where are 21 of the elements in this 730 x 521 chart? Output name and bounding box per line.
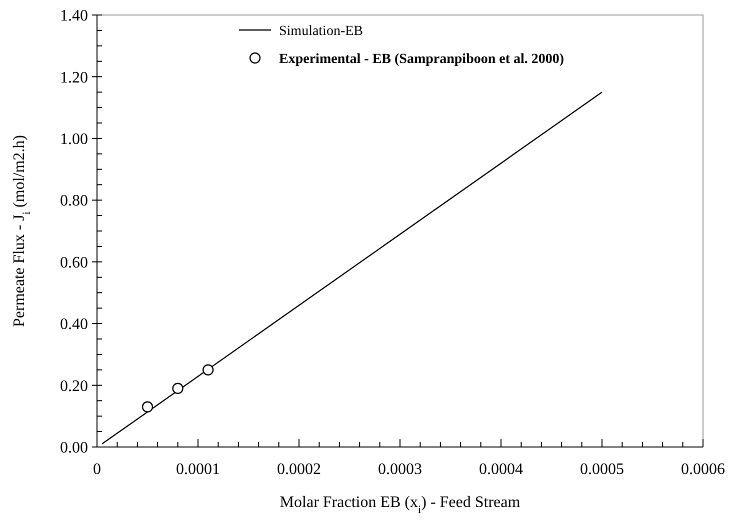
y-tick-label: 0.60 bbox=[60, 254, 88, 272]
point bbox=[202, 364, 214, 376]
x-tick-label: 0.0004 bbox=[479, 461, 523, 478]
y-tick-label: 1.20 bbox=[60, 69, 88, 86]
x-tick-label: 0.0002 bbox=[277, 461, 321, 478]
x-tick-label: 0.0006 bbox=[681, 461, 725, 478]
y-tick-label: 0.40 bbox=[60, 316, 88, 334]
x-tick-label: 0.0005 bbox=[580, 461, 624, 478]
y-tick-label: 0.00 bbox=[60, 440, 88, 457]
legend-label: Simulation-EB bbox=[279, 24, 363, 39]
x-tick-label: 0.0003 bbox=[378, 461, 422, 478]
legend-label: Experimental - EB (Sampranpiboon et al. 2000) bbox=[279, 52, 564, 67]
y-tick-label: 0.20 bbox=[60, 378, 88, 395]
y-tick-label: 1.40 bbox=[60, 8, 88, 25]
point bbox=[142, 401, 154, 412]
x-tick-label: 0.0001 bbox=[176, 461, 220, 478]
y-tick-label: 0.80 bbox=[60, 192, 88, 210]
x-axis-title: Molar Fraction EB (x$_{i}$) - Feed Stream bbox=[280, 494, 521, 516]
y-tick-label: 1.00 bbox=[60, 131, 88, 148]
x-tick-label: 0 bbox=[93, 461, 101, 478]
point bbox=[172, 382, 184, 394]
